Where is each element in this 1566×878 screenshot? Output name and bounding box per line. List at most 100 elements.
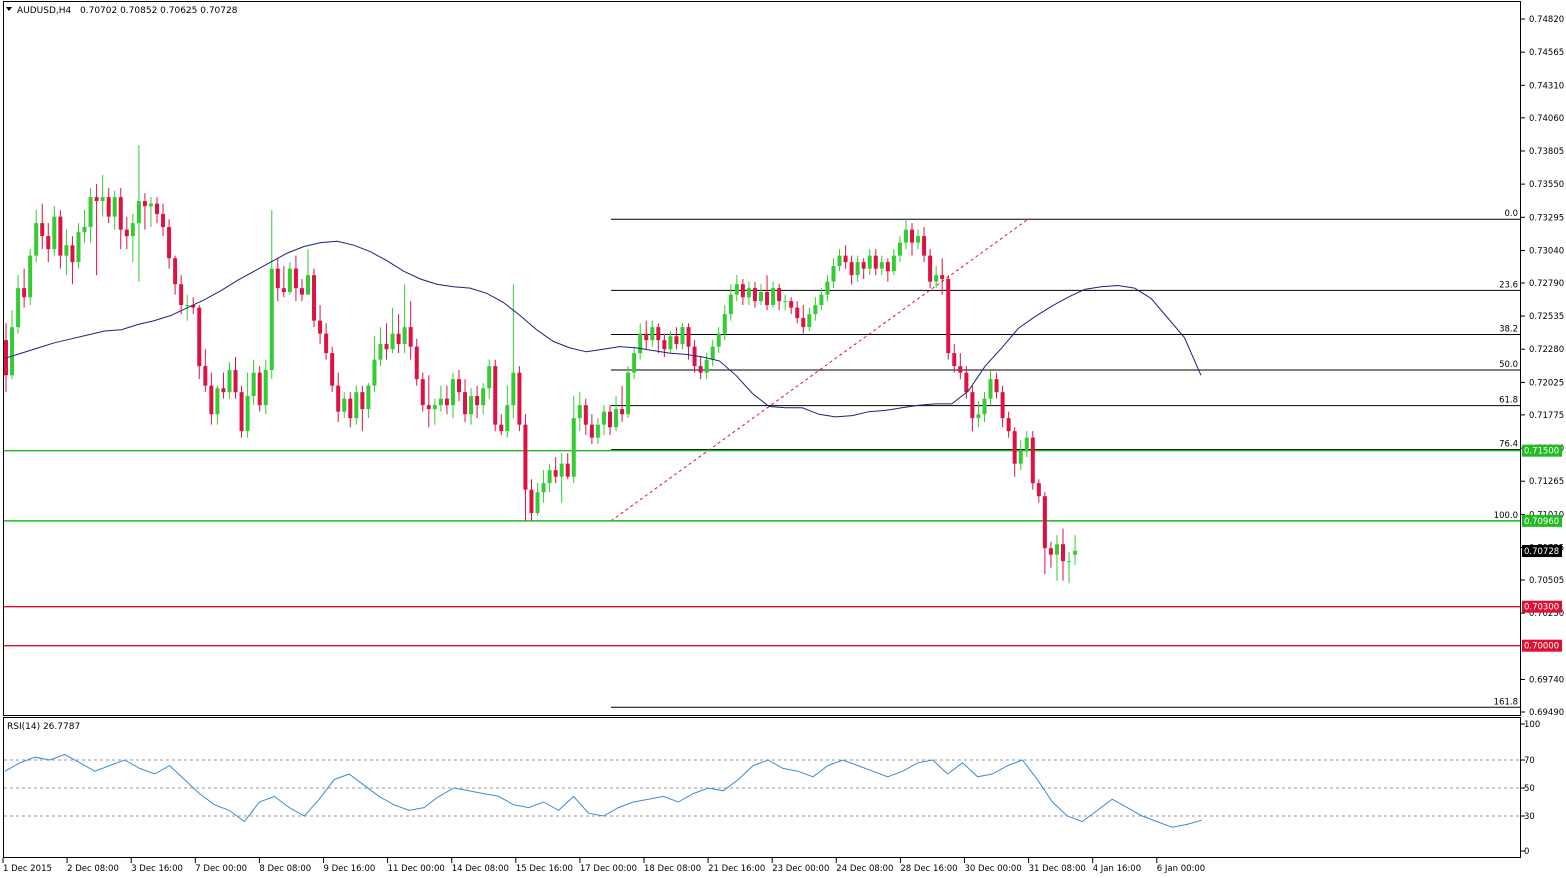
fib-level-label: 61.8 [1499, 396, 1518, 406]
candle-bull [783, 301, 788, 303]
fib-level-label: 50.0 [1499, 360, 1518, 370]
candle-bull [10, 327, 15, 376]
candle-bear [752, 288, 757, 302]
price-tick-label: 0.73040 [1529, 246, 1564, 256]
candle-bull [372, 359, 377, 386]
candle-bear [1061, 544, 1065, 562]
candle-bear [167, 227, 172, 259]
candle-bull [704, 359, 709, 373]
candle-bull [547, 470, 552, 484]
candle-bear [922, 236, 927, 256]
candle-bear [384, 344, 389, 350]
candle-bear [475, 396, 480, 406]
dropdown-triangle-icon[interactable] [6, 7, 12, 11]
candle-bull [668, 336, 673, 350]
price-tick-label: 0.72790 [1529, 279, 1564, 289]
candle-bear [233, 370, 238, 393]
candle-bear [70, 245, 75, 263]
candle-bull [450, 379, 455, 406]
grid-layer [4, 759, 1520, 817]
candle-bull [771, 288, 776, 306]
candle-bull [867, 255, 872, 269]
candle-bull [1024, 437, 1029, 451]
candle-bull [577, 405, 582, 419]
price-tick-label: 0.73805 [1529, 147, 1564, 157]
candle-bear [873, 255, 878, 269]
candle-bull [1018, 450, 1023, 464]
candle-bear [964, 372, 969, 393]
candle-bear [420, 379, 425, 406]
candle-bear [692, 346, 697, 367]
time-tick-label: 24 Dec 08:00 [836, 864, 893, 874]
candle-bull [354, 392, 359, 419]
candle-bear [318, 320, 323, 334]
candle-bull [535, 492, 540, 514]
candle-bull [287, 268, 292, 293]
candle-bull [112, 197, 117, 217]
candle-bull [716, 333, 721, 347]
fibonacci-retracement[interactable]: 0.0 23.6 38.2 50.0 61.8 76.4 100.0 161.8 [610, 209, 1520, 708]
candle-bear [994, 379, 999, 393]
candle-bear [293, 268, 298, 289]
time-tick-label: 30 Dec 00:00 [965, 864, 1022, 874]
candle-bull [487, 366, 492, 389]
candle-bull [505, 405, 510, 432]
candle-bear [686, 327, 691, 347]
time-tick-label: 28 Dec 16:00 [900, 864, 957, 874]
candle-bear [529, 489, 534, 514]
candle-bear [698, 366, 703, 373]
candle-bull [976, 414, 981, 419]
candle-bear [124, 229, 129, 237]
candle-bear [1006, 418, 1011, 432]
time-tick-label: 23 Dec 00:00 [772, 864, 829, 874]
candle-bull [52, 216, 57, 250]
candle-bull [215, 388, 220, 415]
time-tick-label: 17 Dec 00:00 [580, 864, 637, 874]
rsi-tick-label: 50 [1524, 784, 1535, 794]
time-tick-label: 2 Dec 08:00 [67, 864, 119, 874]
price-tick-label: 0.70250 [1529, 609, 1564, 619]
candle-bear [662, 340, 667, 350]
candle-bear [155, 203, 159, 215]
candle-bull [879, 262, 884, 269]
candle-bull [897, 242, 902, 256]
candle-bull [541, 483, 546, 493]
candle-bear [1048, 548, 1053, 555]
candle-bull [650, 327, 655, 341]
candle-bull [903, 229, 908, 243]
fib-level-label: 23.6 [1499, 280, 1518, 290]
price-tick-label: 0.73295 [1529, 213, 1564, 223]
time-axis: 1 Dec 2015 2 Dec 08:00 3 Dec 16:00 7 Dec 00… [2, 858, 1205, 874]
time-tick-label: 31 Dec 08:00 [1029, 864, 1086, 874]
candle-bear [517, 372, 522, 425]
price-tick-label: 0.74565 [1529, 48, 1564, 58]
candle-bull [366, 385, 371, 410]
price-tick-label: 0.70505 [1529, 576, 1564, 586]
candle-bear [493, 366, 498, 425]
candle-bear [360, 392, 365, 410]
candle-bull [891, 255, 896, 272]
candle-bear [928, 255, 933, 282]
rsi-axis: 100 70 50 30 0 [1520, 720, 1540, 857]
price-badge-label: 0.70000 [1524, 642, 1559, 652]
candle-bear [118, 197, 123, 230]
candle-bear [952, 353, 957, 367]
candle-bull [728, 294, 733, 315]
candle-bear [885, 262, 890, 272]
candle-bull [88, 197, 93, 228]
rsi-tick-label: 70 [1524, 756, 1535, 766]
moving-average-line [4, 240, 1202, 418]
price-tick-label: 0.73550 [1529, 180, 1564, 190]
candle-bear [958, 366, 963, 373]
candle-bull [100, 197, 105, 202]
price-badge [1522, 545, 1562, 558]
candle-bear [463, 392, 468, 415]
candle-bear [1012, 431, 1017, 464]
horizontal-levels[interactable] [4, 449, 1520, 647]
candle-bear [58, 216, 63, 256]
fib-level-label: 38.2 [1499, 324, 1518, 334]
candle-bull [263, 370, 268, 406]
candle-bull [819, 294, 824, 306]
main-pane[interactable] [3, 1, 1521, 716]
